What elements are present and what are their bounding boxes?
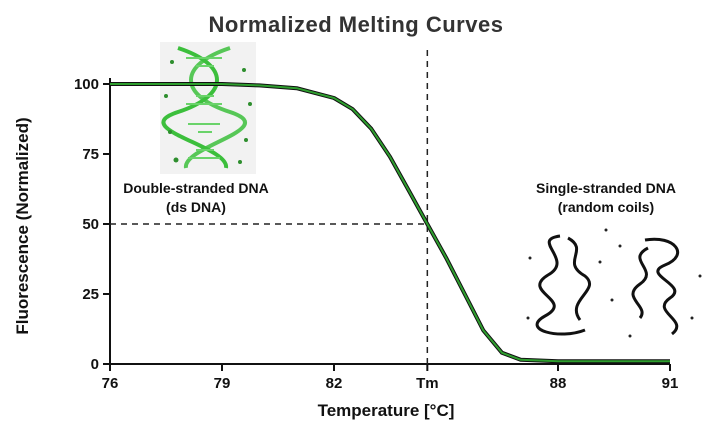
chart-title: Normalized Melting Curves [209,12,504,37]
y-tick-label: 0 [91,356,99,373]
plot-area: 0 25 50 75 100 76 79 82 Tm 88 91 [74,50,678,392]
y-tick-label: 50 [82,216,99,233]
y-tick-label: 100 [74,76,99,93]
ss-dna-coils-illustration [535,234,679,336]
x-tick-label: 79 [214,375,231,392]
x-tick-label: Tm [416,375,439,392]
ss-dna-label-line1: Single-stranded DNA [536,180,676,196]
melting-curve-line [110,83,670,363]
y-tick-label: 25 [82,286,99,303]
ds-dna-label-line2: (ds DNA) [166,199,226,215]
x-tick-label: 82 [326,375,343,392]
x-axis-label: Temperature [°C] [318,401,455,420]
x-tick-label: 76 [102,375,119,392]
ds-dna-label-line1: Double-stranded DNA [123,180,268,196]
ss-dna-dots [526,228,702,338]
ss-dna-label-line2: (random coils) [558,199,654,215]
y-tick-label: 75 [82,146,99,163]
y-axis-label: Fluorescence (Normalized) [13,117,32,334]
x-tick-label: 88 [550,375,567,392]
ds-dna-helix-illustration [160,42,256,174]
x-tick-label: 91 [662,375,679,392]
